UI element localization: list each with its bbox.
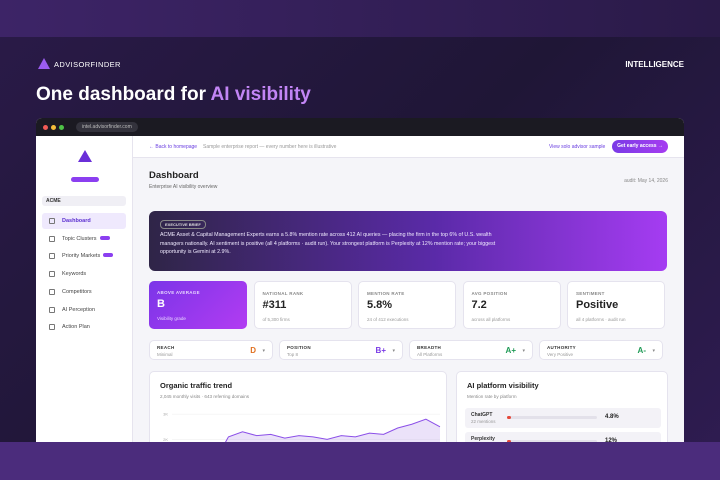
traffic-panel: Organic traffic trend 2,045 monthly visi… xyxy=(149,371,447,442)
panel-subtitle: 2,045 monthly visits · 643 referring dom… xyxy=(160,394,250,399)
panel-title: AI platform visibility xyxy=(467,381,539,390)
brief-tag: EXECUTIVE BRIEF xyxy=(160,220,206,229)
platform-sub: 22 mentions xyxy=(471,419,496,424)
platform-rate: 12% xyxy=(605,438,618,442)
grade-pill: REACH Minimal D ▾ xyxy=(149,340,273,360)
top-band xyxy=(0,0,720,37)
line xyxy=(224,418,441,442)
kpi-value: Positive xyxy=(576,299,619,311)
section: ACME xyxy=(42,196,126,206)
y-tick-label: 2K xyxy=(163,437,168,442)
note: Sample enterprise report — every number … xyxy=(203,144,337,150)
grade-sub: All Platforms xyxy=(417,352,443,357)
nav-label: Topic Clusters xyxy=(62,235,97,242)
brand: ADVISORFINDER xyxy=(54,60,121,69)
platform-name: ChatGPT xyxy=(471,412,493,418)
platform-name: Perplexity xyxy=(471,436,495,442)
nav-label: Action Plan xyxy=(62,324,90,331)
grade: A- xyxy=(637,346,646,355)
cta-button[interactable]: Get early access → xyxy=(612,140,668,153)
page-subtitle: Enterprise AI visibility overview xyxy=(149,184,218,190)
y-tick-label: 3K xyxy=(163,412,168,417)
nav-label: Keywords xyxy=(62,271,87,278)
nav-item[interactable]: Action Plan xyxy=(42,319,126,335)
url: intel.advisorfinder.com xyxy=(76,122,138,132)
grade-sub: Top 8 xyxy=(287,352,299,357)
kpi-value: 7.2 xyxy=(471,299,487,311)
audit-date: audit: May 14, 2026 xyxy=(624,178,668,184)
grade: B+ xyxy=(375,346,386,355)
platforms-panel: AI platform visibility Mention rate by p… xyxy=(456,371,668,442)
kpi-sub: Visibility grade xyxy=(157,316,186,321)
headline-text: One dashboard for xyxy=(36,84,206,105)
top-bar: ← Back to homepage Sample enterprise rep… xyxy=(133,136,684,158)
nav-label: Priority Markets xyxy=(62,253,101,260)
nav-label: Dashboard xyxy=(62,218,91,224)
grade-sub: Very Positive xyxy=(547,352,574,357)
bottom-band xyxy=(0,442,720,480)
panel-title: Organic traffic trend xyxy=(160,381,233,390)
nav-item[interactable]: Keywords xyxy=(42,266,126,282)
nav-item[interactable]: Dashboard xyxy=(42,213,126,229)
kpi-card: AVG POSITION 7.2 across all platforms xyxy=(462,281,561,329)
kpi-label: SENTIMENT xyxy=(576,291,605,296)
headline-accent: AI visibility xyxy=(210,84,311,105)
kpi-label: MENTION RATE xyxy=(367,291,405,296)
grade: D xyxy=(250,346,256,355)
grade-sub: Minimal xyxy=(157,352,173,357)
grade: A+ xyxy=(505,346,516,355)
grade-pill: POSITION Top 8 B+ ▾ xyxy=(279,340,403,360)
kpi-sub: 24 of 412 executions xyxy=(367,317,409,322)
nav-link[interactable]: INTELLIGENCE xyxy=(625,60,684,69)
grade-label: REACH xyxy=(157,345,175,350)
nav-item[interactable]: Topic Clusters xyxy=(42,231,126,247)
executive-brief: EXECUTIVE BRIEF ACME Asset & Capital Man… xyxy=(149,211,667,271)
kpi-card: NATIONAL RANK #311 of 5,300 firms xyxy=(253,281,352,329)
kpi-value: B xyxy=(157,298,165,310)
kpi-card: SENTIMENT Positive all 4 platforms · aud… xyxy=(567,281,665,329)
kpi-value: #311 xyxy=(262,299,287,311)
platform-row: ChatGPT 22 mentions 4.8% xyxy=(465,408,661,428)
grade-label: POSITION xyxy=(287,345,311,350)
kpi-sub: all 4 platforms · audit run xyxy=(576,317,626,322)
nav-item[interactable]: Priority Markets xyxy=(42,248,126,264)
nav-label: Competitors xyxy=(62,288,92,295)
logo xyxy=(38,58,50,69)
kpi-sub: of 5,300 firms xyxy=(262,317,290,322)
kpi-card: ABOVE AVERAGE B Visibility grade xyxy=(149,281,247,329)
kpi-card: MENTION RATE 5.8% 24 of 412 executions xyxy=(358,281,456,329)
grade-pill: AUTHORITY Very Positive A- ▾ xyxy=(539,340,663,360)
sidebar: ACME Dashboard Topic Clusters Priority Mar… xyxy=(36,136,133,442)
page-title: Dashboard xyxy=(149,170,199,181)
solo-link[interactable]: View solo advisor sample xyxy=(549,144,606,150)
browser-window: intel.advisorfinder.com ACME Dashboard To… xyxy=(36,118,684,442)
area xyxy=(225,419,440,442)
panel-subtitle: Mention rate by platform xyxy=(467,394,517,399)
browser-bar: intel.advisorfinder.com xyxy=(36,118,684,136)
nav-item[interactable]: AI Perception xyxy=(42,302,126,318)
kpi-label: AVG POSITION xyxy=(471,291,508,296)
grade-label: AUTHORITY xyxy=(547,345,576,350)
brief-text: ACME Asset & Capital Management Experts … xyxy=(160,232,496,256)
grade-label: BREADTH xyxy=(417,345,442,350)
kpi-label: ABOVE AVERAGE xyxy=(157,290,200,295)
platform-row: Perplexity 12% xyxy=(465,432,661,442)
nav-item[interactable]: Competitors xyxy=(42,284,126,300)
kpi-sub: across all platforms xyxy=(471,317,511,322)
nav-label: AI Perception xyxy=(62,306,96,313)
kpi-value: 5.8% xyxy=(367,299,393,311)
platform-rate: 4.8% xyxy=(605,414,619,420)
traffic-chart: 3K2K1K xyxy=(163,412,441,442)
kpi-label: NATIONAL RANK xyxy=(262,291,304,296)
headline: One dashboard for AI visibility xyxy=(36,84,311,106)
grade-pill: BREADTH All Platforms A+ ▾ xyxy=(409,340,533,360)
back-link[interactable]: ← Back to homepage xyxy=(149,144,198,150)
